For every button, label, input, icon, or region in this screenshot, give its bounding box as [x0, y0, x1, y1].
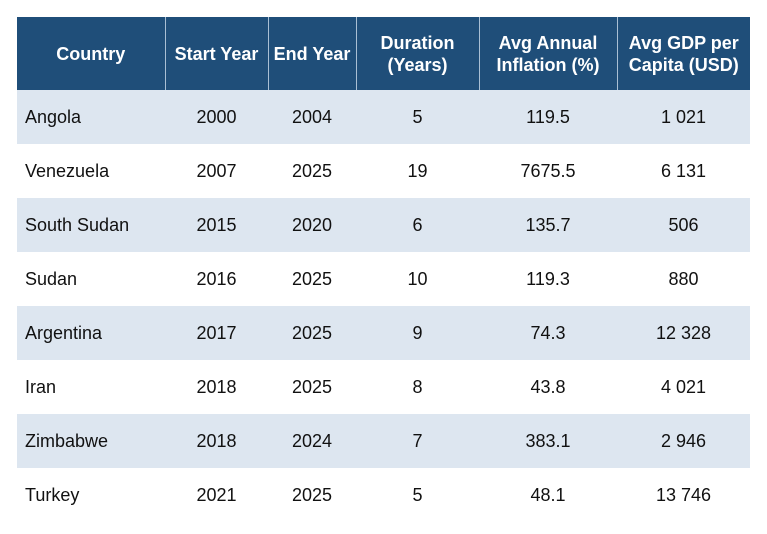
cell-end-year: 2025 — [268, 252, 356, 306]
cell-start-year: 2016 — [165, 252, 268, 306]
cell-start-year: 2017 — [165, 306, 268, 360]
table-row: South Sudan 2015 2020 6 135.7 506 — [17, 198, 750, 252]
cell-duration: 10 — [356, 252, 479, 306]
cell-country: Iran — [17, 360, 165, 414]
cell-avg-gdp: 12 328 — [617, 306, 750, 360]
cell-duration: 9 — [356, 306, 479, 360]
cell-avg-inflation: 43.8 — [479, 360, 617, 414]
header-avg-inflation[interactable]: Avg Annual Inflation (%) — [478, 17, 618, 90]
cell-country: Turkey — [17, 468, 165, 522]
table-body: Angola 2000 2004 5 119.5 1 021 Venezuela 2007 20… — [17, 90, 750, 522]
cell-avg-gdp: 1 021 — [617, 90, 750, 144]
cell-end-year: 2025 — [268, 144, 356, 198]
cell-avg-gdp: 6 131 — [617, 144, 750, 198]
header-duration[interactable]: Duration (Years) — [355, 17, 480, 90]
cell-avg-gdp: 506 — [617, 198, 750, 252]
cell-duration: 6 — [356, 198, 479, 252]
header-country[interactable]: Country — [17, 17, 166, 90]
cell-country: South Sudan — [17, 198, 165, 252]
cell-avg-inflation: 7675.5 — [479, 144, 617, 198]
cell-country: Argentina — [17, 306, 165, 360]
cell-start-year: 2015 — [165, 198, 268, 252]
table-row: Venezuela 2007 2025 19 7675.5 6 131 — [17, 144, 750, 198]
header-avg-gdp[interactable]: Avg GDP per Capita (USD) — [616, 17, 750, 90]
cell-start-year: 2018 — [165, 414, 268, 468]
table-row: Turkey 2021 2025 5 48.1 13 746 — [17, 468, 750, 522]
table-row: Zimbabwe 2018 2024 7 383.1 2 946 — [17, 414, 750, 468]
cell-avg-inflation: 74.3 — [479, 306, 617, 360]
cell-duration: 7 — [356, 414, 479, 468]
header-end-year[interactable]: End Year — [267, 17, 357, 90]
cell-country: Venezuela — [17, 144, 165, 198]
header-start-year[interactable]: Start Year — [164, 17, 269, 90]
cell-end-year: 2020 — [268, 198, 356, 252]
cell-end-year: 2024 — [268, 414, 356, 468]
cell-avg-inflation: 135.7 — [479, 198, 617, 252]
inflation-table: Country Start Year End Year Duration (Ye… — [17, 17, 750, 522]
cell-avg-inflation: 119.3 — [479, 252, 617, 306]
cell-start-year: 2007 — [165, 144, 268, 198]
cell-start-year: 2000 — [165, 90, 268, 144]
cell-end-year: 2025 — [268, 468, 356, 522]
cell-country: Zimbabwe — [17, 414, 165, 468]
cell-start-year: 2021 — [165, 468, 268, 522]
cell-end-year: 2025 — [268, 306, 356, 360]
cell-avg-gdp: 13 746 — [617, 468, 750, 522]
table-row: Sudan 2016 2025 10 119.3 880 — [17, 252, 750, 306]
cell-avg-gdp: 880 — [617, 252, 750, 306]
cell-avg-inflation: 383.1 — [479, 414, 617, 468]
cell-end-year: 2004 — [268, 90, 356, 144]
table-row: Iran 2018 2025 8 43.8 4 021 — [17, 360, 750, 414]
cell-end-year: 2025 — [268, 360, 356, 414]
cell-avg-inflation: 119.5 — [479, 90, 617, 144]
cell-duration: 5 — [356, 90, 479, 144]
table-row: Argentina 2017 2025 9 74.3 12 328 — [17, 306, 750, 360]
cell-avg-gdp: 2 946 — [617, 414, 750, 468]
cell-avg-inflation: 48.1 — [479, 468, 617, 522]
table-row: Angola 2000 2004 5 119.5 1 021 — [17, 90, 750, 144]
cell-avg-gdp: 4 021 — [617, 360, 750, 414]
cell-country: Angola — [17, 90, 165, 144]
cell-country: Sudan — [17, 252, 165, 306]
cell-duration: 19 — [356, 144, 479, 198]
cell-duration: 8 — [356, 360, 479, 414]
cell-duration: 5 — [356, 468, 479, 522]
inflation-table-container: Country Start Year End Year Duration (Ye… — [17, 17, 750, 522]
table-header-row: Country Start Year End Year Duration (Ye… — [17, 17, 750, 90]
cell-start-year: 2018 — [165, 360, 268, 414]
